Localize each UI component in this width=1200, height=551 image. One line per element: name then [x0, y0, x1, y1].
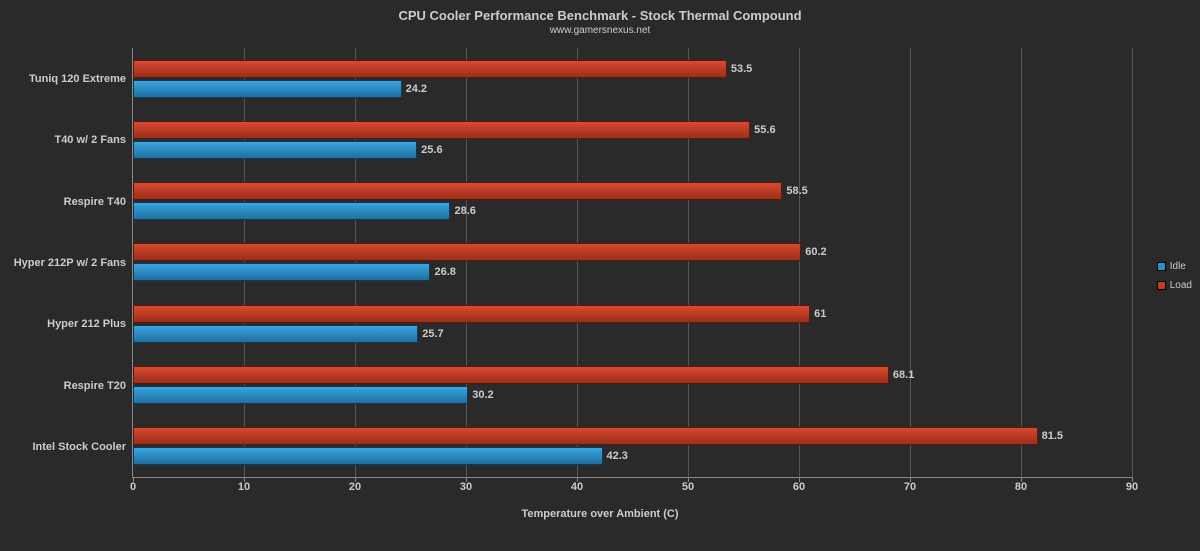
bar-idle: [133, 325, 418, 343]
bar-idle: [133, 80, 402, 98]
bar-value-label: 55.6: [754, 124, 775, 136]
legend-swatch: [1157, 281, 1166, 290]
bar-value-label: 68.1: [893, 369, 914, 381]
bar-value-label: 58.5: [786, 185, 807, 197]
bar-row: 61: [133, 305, 1132, 323]
bar-row: 28.6: [133, 202, 1132, 220]
bar-group: 58.5 28.6: [133, 171, 1132, 232]
y-axis-labels: Tuniq 120 ExtremeT40 w/ 2 FansRespire T4…: [12, 48, 132, 478]
bar-row: 24.2: [133, 80, 1132, 98]
bar-row: 30.2: [133, 386, 1132, 404]
bar-idle: [133, 386, 468, 404]
x-tick-label: 20: [349, 481, 361, 493]
gridline: [1132, 48, 1133, 477]
bar-value-label: 61: [814, 308, 826, 320]
x-tick-label: 60: [793, 481, 805, 493]
bar-value-label: 42.3: [607, 450, 628, 462]
x-axis-title: Temperature over Ambient (C): [12, 508, 1188, 520]
bar-row: 58.5: [133, 182, 1132, 200]
bar-idle: [133, 447, 603, 465]
bar-group: 81.5 42.3: [133, 416, 1132, 477]
bar-groups: 53.5 24.2 55.6 25.6 58.5 28.6 60.2 26.8 61 25.7 68…: [133, 48, 1132, 477]
bar-idle: [133, 202, 450, 220]
bar-value-label: 25.6: [421, 144, 442, 156]
legend-item: Idle: [1157, 261, 1192, 272]
legend: Idle Load: [1157, 261, 1192, 291]
x-tick-label: 10: [238, 481, 250, 493]
bar-load: [133, 243, 801, 261]
bar-row: 53.5: [133, 60, 1132, 78]
y-axis-category-label: Respire T40: [12, 171, 132, 232]
bar-group: 55.6 25.6: [133, 109, 1132, 170]
chart-container: CPU Cooler Performance Benchmark - Stock…: [0, 0, 1200, 551]
bar-group: 61 25.7: [133, 293, 1132, 354]
bar-group: 68.1 30.2: [133, 354, 1132, 415]
bar-idle: [133, 141, 417, 159]
legend-label: Idle: [1170, 261, 1186, 272]
bar-value-label: 60.2: [805, 246, 826, 258]
legend-label: Load: [1170, 280, 1192, 291]
y-axis-category-label: Hyper 212 Plus: [12, 294, 132, 355]
plot-area: 0102030405060708090 53.524.255.625.658.5…: [132, 48, 1132, 478]
y-axis-category-label: T40 w/ 2 Fans: [12, 109, 132, 170]
bar-load: [133, 366, 889, 384]
bar-load: [133, 427, 1038, 445]
bar-row: 42.3: [133, 447, 1132, 465]
x-tick-label: 80: [1015, 481, 1027, 493]
bar-row: 25.7: [133, 325, 1132, 343]
chart-subtitle: www.gamersnexus.net: [12, 25, 1188, 36]
y-axis-category-label: Intel Stock Cooler: [12, 417, 132, 478]
x-tick-label: 0: [130, 481, 136, 493]
legend-item: Load: [1157, 280, 1192, 291]
x-tick-label: 50: [682, 481, 694, 493]
bar-row: 60.2: [133, 243, 1132, 261]
bar-value-label: 30.2: [472, 389, 493, 401]
chart-title: CPU Cooler Performance Benchmark - Stock…: [12, 8, 1188, 23]
bar-row: 68.1: [133, 366, 1132, 384]
bar-load: [133, 182, 782, 200]
bar-load: [133, 60, 727, 78]
x-tick-label: 70: [904, 481, 916, 493]
bar-load: [133, 121, 750, 139]
bar-value-label: 25.7: [422, 328, 443, 340]
bar-value-label: 24.2: [406, 83, 427, 95]
bar-row: 26.8: [133, 263, 1132, 281]
bar-row: 55.6: [133, 121, 1132, 139]
y-axis-category-label: Respire T20: [12, 355, 132, 416]
chart-body: Tuniq 120 ExtremeT40 w/ 2 FansRespire T4…: [12, 48, 1188, 478]
bar-value-label: 28.6: [454, 205, 475, 217]
bar-row: 25.6: [133, 141, 1132, 159]
x-tick-label: 30: [460, 481, 472, 493]
bar-idle: [133, 263, 430, 281]
bar-row: 81.5: [133, 427, 1132, 445]
y-axis-category-label: Tuniq 120 Extreme: [12, 48, 132, 109]
bar-group: 60.2 26.8: [133, 232, 1132, 293]
x-tick-label: 40: [571, 481, 583, 493]
bar-value-label: 81.5: [1042, 430, 1063, 442]
legend-swatch: [1157, 262, 1166, 271]
bar-value-label: 53.5: [731, 63, 752, 75]
bar-value-label: 26.8: [434, 266, 455, 278]
bar-load: [133, 305, 810, 323]
y-axis-category-label: Hyper 212P w/ 2 Fans: [12, 232, 132, 293]
bar-group: 53.5 24.2: [133, 48, 1132, 109]
x-tick-label: 90: [1126, 481, 1138, 493]
